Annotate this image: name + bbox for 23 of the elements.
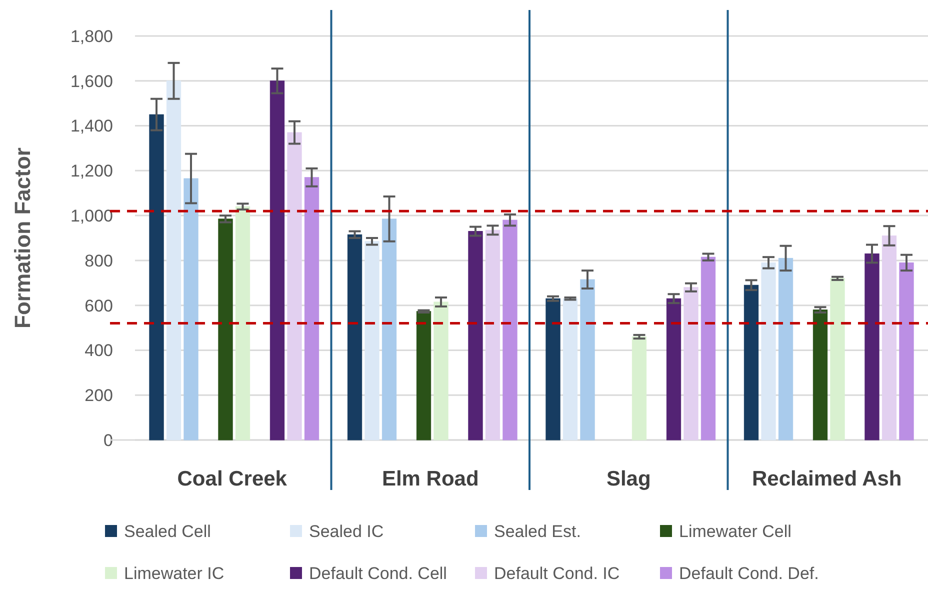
- legend-label: Limewater IC: [124, 564, 224, 583]
- y-tick-label: 1,000: [70, 206, 113, 226]
- y-tick-label: 200: [84, 386, 113, 406]
- legend-label: Sealed IC: [309, 522, 384, 541]
- y-tick-label: 1,400: [70, 116, 113, 136]
- legend-label: Sealed Cell: [124, 522, 211, 541]
- legend-label: Default Cond. Cell: [309, 564, 447, 583]
- y-axis-title: Formation Factor: [10, 147, 35, 328]
- y-tick-label: 0: [104, 430, 113, 450]
- x-tick-label: Elm Road: [382, 467, 479, 490]
- x-tick-label: Slag: [606, 467, 651, 490]
- x-tick-label: Reclaimed Ash: [752, 467, 902, 490]
- y-tick-label: 600: [84, 296, 113, 316]
- x-tick-label: Coal Creek: [177, 467, 288, 490]
- y-tick-label: 400: [84, 341, 113, 360]
- legend-label: Default Cond. Def.: [679, 564, 819, 583]
- y-tick-label: 1,800: [70, 26, 113, 46]
- y-tick-label: 1,600: [70, 72, 113, 91]
- y-tick-label: 1,200: [70, 162, 113, 181]
- y-tick-label: 800: [84, 251, 113, 270]
- legend-label: Limewater Cell: [679, 522, 792, 541]
- legend-label: Sealed Est.: [494, 522, 581, 541]
- legend-label: Default Cond. IC: [494, 564, 620, 583]
